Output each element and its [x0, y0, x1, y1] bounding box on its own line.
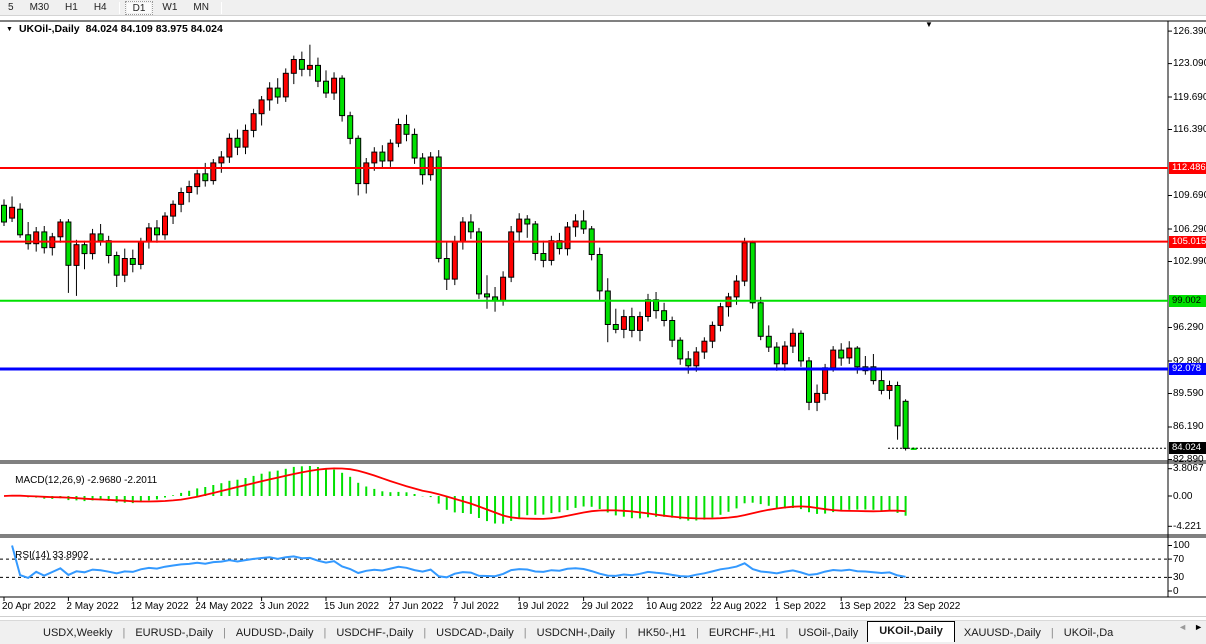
- date-tick: 3 Jun 2022: [259, 601, 310, 612]
- toolbar-separator: [118, 1, 120, 14]
- tab-scroll-left-icon[interactable]: ◄: [1178, 622, 1188, 632]
- date-tick: 13 Sep 2022: [839, 601, 896, 612]
- chart-tab-xauusd-daily[interactable]: XAUUSD-,Daily: [963, 626, 1041, 639]
- timeframe-button-d1[interactable]: D1: [124, 0, 154, 15]
- price-tick: 106.290: [1173, 224, 1206, 235]
- horizontal-level-lines[interactable]: [0, 167, 1168, 371]
- chart-shift-icon[interactable]: ▼: [925, 20, 933, 29]
- price-tick: 119.690: [1173, 92, 1206, 103]
- price-level-badge: 112.486: [1169, 162, 1206, 174]
- tab-separator: |: [423, 626, 427, 639]
- date-tick: 10 Aug 2022: [646, 601, 703, 612]
- price-tick: 89.590: [1173, 388, 1204, 399]
- price-tick: 109.690: [1173, 190, 1206, 201]
- macd-indicator-label: MACD(12,26,9) -2.9680 -2.2011: [15, 475, 158, 486]
- macd-tick: 3.8067: [1173, 463, 1204, 474]
- tabbar-groove: [0, 616, 1206, 620]
- price-level-badge: 84.024: [1169, 442, 1206, 454]
- chart-tab-eurusd-daily[interactable]: EURUSD-,Daily: [135, 626, 213, 639]
- tab-separator: |: [785, 626, 789, 639]
- rsi-panel-lines: [0, 558, 1168, 578]
- tab-scroll-buttons: ◄ ►: [1178, 622, 1203, 632]
- timeframe-button-h1[interactable]: H1: [65, 1, 78, 13]
- dropdown-arrow-icon[interactable]: ▼: [6, 25, 13, 33]
- panel-frames: [0, 20, 1206, 598]
- chart-tab-usdx-weekly[interactable]: USDX,Weekly: [43, 626, 113, 639]
- chart-tab-usdchf-daily[interactable]: USDCHF-,Daily: [336, 626, 414, 639]
- chart-ohlc-values: 84.024 84.109 83.975 84.024: [85, 23, 223, 35]
- price-level-badge: 105.015: [1169, 236, 1206, 248]
- price-level-badge: 92.078: [1169, 363, 1206, 375]
- macd-signal-line: [3, 467, 906, 520]
- chart-tab-ukoil-daily[interactable]: UKOil-,Daily: [867, 621, 955, 642]
- date-tick: 22 Aug 2022: [710, 601, 767, 612]
- chart-tab-usdcnh-daily[interactable]: USDCNH-,Daily: [536, 626, 615, 639]
- chart-title: ▼ UKOil-,Daily 84.024 84.109 83.975 84.0…: [6, 23, 223, 35]
- timeframe-button-h4[interactable]: H4: [93, 1, 107, 13]
- date-tick: 29 Jul 2022: [581, 601, 634, 612]
- tab-scroll-right-icon[interactable]: ►: [1194, 622, 1203, 632]
- date-tick: 23 Sep 2022: [903, 601, 961, 612]
- price-tick: 82.890: [1173, 454, 1204, 465]
- date-tick: 7 Jul 2022: [452, 601, 499, 612]
- chart-symbol-label: UKOil-,Daily: [18, 23, 80, 35]
- timeframe-button-w1[interactable]: W1: [162, 1, 178, 13]
- date-tick: 15 Jun 2022: [324, 601, 380, 612]
- timeframe-button-mn[interactable]: MN: [193, 1, 209, 13]
- rsi-tick: 30: [1173, 572, 1185, 583]
- rsi-tick: 100: [1173, 540, 1190, 551]
- rsi-tick: 0: [1173, 586, 1179, 597]
- rsi-tick: 70: [1173, 554, 1185, 565]
- date-tick: 19 Jul 2022: [517, 601, 569, 612]
- timeframe-button-5[interactable]: 5: [8, 1, 14, 13]
- candles-layer: [1, 44, 917, 451]
- chart-tab-usoil-daily[interactable]: USOil-,Daily: [798, 626, 859, 639]
- price-tick: 102.990: [1173, 256, 1206, 267]
- price-tick: 123.090: [1173, 58, 1206, 69]
- tab-separator: |: [323, 626, 327, 639]
- tab-separator: |: [222, 626, 226, 639]
- tab-separator: |: [624, 626, 628, 639]
- axis-ticks: [3, 30, 1172, 601]
- chart-tab-hk50-h1[interactable]: HK50-,H1: [637, 626, 687, 639]
- date-tick: 27 Jun 2022: [388, 601, 444, 612]
- date-tick: 1 Sep 2022: [774, 601, 826, 612]
- tab-separator: |: [696, 626, 699, 639]
- price-level-badge: 99.002: [1169, 295, 1206, 307]
- toolbar-separator: [220, 1, 222, 14]
- rsi-indicator-label: RSI(14) 33.8902: [15, 550, 89, 561]
- tab-separator: |: [1050, 626, 1054, 639]
- date-tick: 12 May 2022: [130, 601, 189, 612]
- tab-separator: |: [523, 626, 527, 639]
- date-tick: 24 May 2022: [195, 601, 254, 612]
- macd-tick: -4.221: [1173, 521, 1202, 532]
- chart-tab-usdcad-daily[interactable]: USDCAD-,Daily: [436, 626, 514, 639]
- price-tick: 96.290: [1173, 322, 1204, 333]
- price-tick: 92.890: [1173, 356, 1204, 367]
- price-tick: 116.390: [1173, 124, 1206, 135]
- macd-tick: 0.00: [1173, 491, 1193, 502]
- price-tick: 86.190: [1173, 421, 1204, 432]
- timeframe-button-m30[interactable]: M30: [29, 1, 50, 13]
- chart-tab-ukoil-da[interactable]: UKOil-,Da: [1063, 626, 1114, 639]
- timeframe-toolbar: 5 M30 H1 H4 D1 W1 MN: [0, 0, 1206, 16]
- chart-tab-eurchf-h1[interactable]: EURCHF-,H1: [708, 626, 776, 639]
- date-tick: 2 May 2022: [66, 601, 119, 612]
- price-tick: 126.390: [1173, 26, 1206, 37]
- chart-tab-bar: USDX,Weekly | EURUSD-,Daily | AUDUSD-,Daily |…: [0, 620, 1206, 644]
- tab-separator: |: [122, 626, 126, 639]
- date-tick: 20 Apr 2022: [2, 601, 56, 612]
- rsi-line: [11, 545, 906, 580]
- chart-tab-audusd-daily[interactable]: AUDUSD-,Daily: [235, 626, 314, 639]
